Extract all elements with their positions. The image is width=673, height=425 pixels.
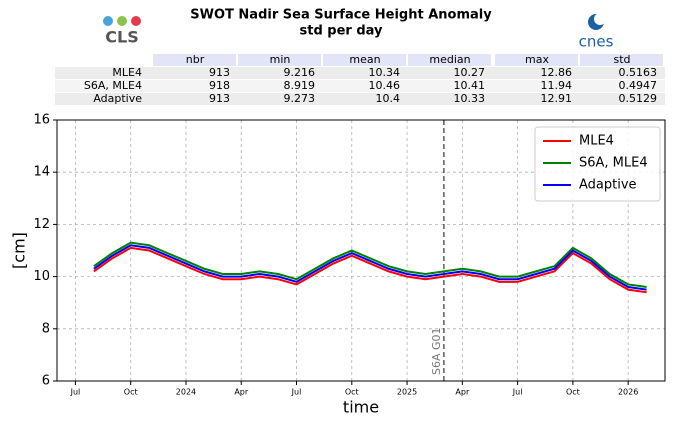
column-header: std bbox=[613, 53, 630, 66]
header-cell bbox=[323, 54, 406, 66]
logo-text: cnes bbox=[579, 33, 614, 51]
cell: 8.919 bbox=[284, 79, 316, 92]
cell: 10.4 bbox=[376, 92, 401, 105]
row-label: S6A, MLE4 bbox=[84, 79, 142, 92]
cell: 11.94 bbox=[541, 79, 573, 92]
legend-box bbox=[534, 126, 661, 202]
header-cell bbox=[238, 54, 321, 66]
x-axis-title: time bbox=[343, 398, 379, 417]
legend-label: S6A, MLE4 bbox=[579, 156, 648, 171]
header-cell bbox=[408, 54, 491, 66]
series-line bbox=[93, 241, 647, 289]
plot-frame bbox=[56, 119, 666, 382]
cell: 913 bbox=[209, 66, 230, 79]
series-line bbox=[93, 244, 647, 291]
column-header: mean bbox=[349, 53, 380, 66]
x-tick-label: 2024 bbox=[176, 388, 196, 397]
cell: 9.216 bbox=[284, 66, 316, 79]
x-tick-label: 2026 bbox=[618, 388, 638, 397]
x-tick-label: Jul bbox=[291, 388, 302, 397]
cell: 918 bbox=[209, 79, 230, 92]
cell: 12.86 bbox=[541, 66, 573, 79]
y-tick-label: 8 bbox=[42, 321, 50, 336]
cls-logo: CLS bbox=[103, 16, 141, 47]
cell: 9.273 bbox=[284, 92, 316, 105]
chart-subtitle: std per day bbox=[300, 24, 384, 39]
cell: 0.5163 bbox=[619, 66, 658, 79]
x-tick-label: Oct bbox=[345, 388, 359, 397]
y-tick-label: 10 bbox=[33, 269, 50, 284]
cell: 10.41 bbox=[454, 79, 486, 92]
y-tick-label: 6 bbox=[42, 374, 50, 389]
x-tick-label: Oct bbox=[124, 388, 138, 397]
y-tick-label: 16 bbox=[33, 113, 50, 128]
logo-text: CLS bbox=[105, 28, 138, 47]
cell: 10.27 bbox=[454, 66, 486, 79]
x-tick-label: Apr bbox=[234, 388, 249, 397]
legend-label: MLE4 bbox=[579, 134, 614, 149]
row-bg bbox=[55, 67, 665, 79]
column-header: nbr bbox=[186, 53, 205, 66]
row-bg bbox=[55, 93, 665, 105]
column-header: median bbox=[429, 53, 470, 66]
column-header: min bbox=[270, 53, 291, 66]
cell: 12.91 bbox=[541, 92, 573, 105]
cell: 0.4947 bbox=[619, 79, 658, 92]
cell: 10.46 bbox=[369, 79, 401, 92]
header-cell bbox=[153, 54, 236, 66]
y-axis-title: [cm] bbox=[10, 232, 29, 269]
row-bg bbox=[55, 80, 665, 92]
y-tick-label: 14 bbox=[33, 165, 50, 180]
series-line bbox=[93, 246, 647, 294]
cell: 0.5129 bbox=[619, 92, 658, 105]
plot: 6 8 10 12 14 16 Jul Oct 2024 Apr Jul Oct 2025 Apr Jul O… bbox=[10, 113, 666, 417]
header-cell bbox=[495, 54, 578, 66]
row-label: Adaptive bbox=[93, 92, 142, 105]
cell: 913 bbox=[209, 92, 230, 105]
chart-title: SWOT Nadir Sea Surface Height Anomaly bbox=[190, 8, 492, 23]
cell: 10.33 bbox=[454, 92, 486, 105]
x-tick-label: Oct bbox=[566, 388, 580, 397]
x-tick-label: Apr bbox=[455, 388, 470, 397]
x-tick-label: Jul bbox=[512, 388, 523, 397]
x-tick-label: Jul bbox=[70, 388, 81, 397]
legend-label: Adaptive bbox=[579, 178, 637, 193]
header-cell bbox=[580, 54, 663, 66]
annotation: S6A G01 bbox=[430, 327, 443, 375]
row-label: MLE4 bbox=[112, 66, 142, 79]
cell: 10.34 bbox=[369, 66, 401, 79]
cnes-logo: cnes bbox=[579, 13, 614, 51]
column-header: max bbox=[525, 53, 549, 66]
x-tick-label: 2025 bbox=[397, 388, 417, 397]
y-tick-label: 12 bbox=[33, 217, 50, 232]
